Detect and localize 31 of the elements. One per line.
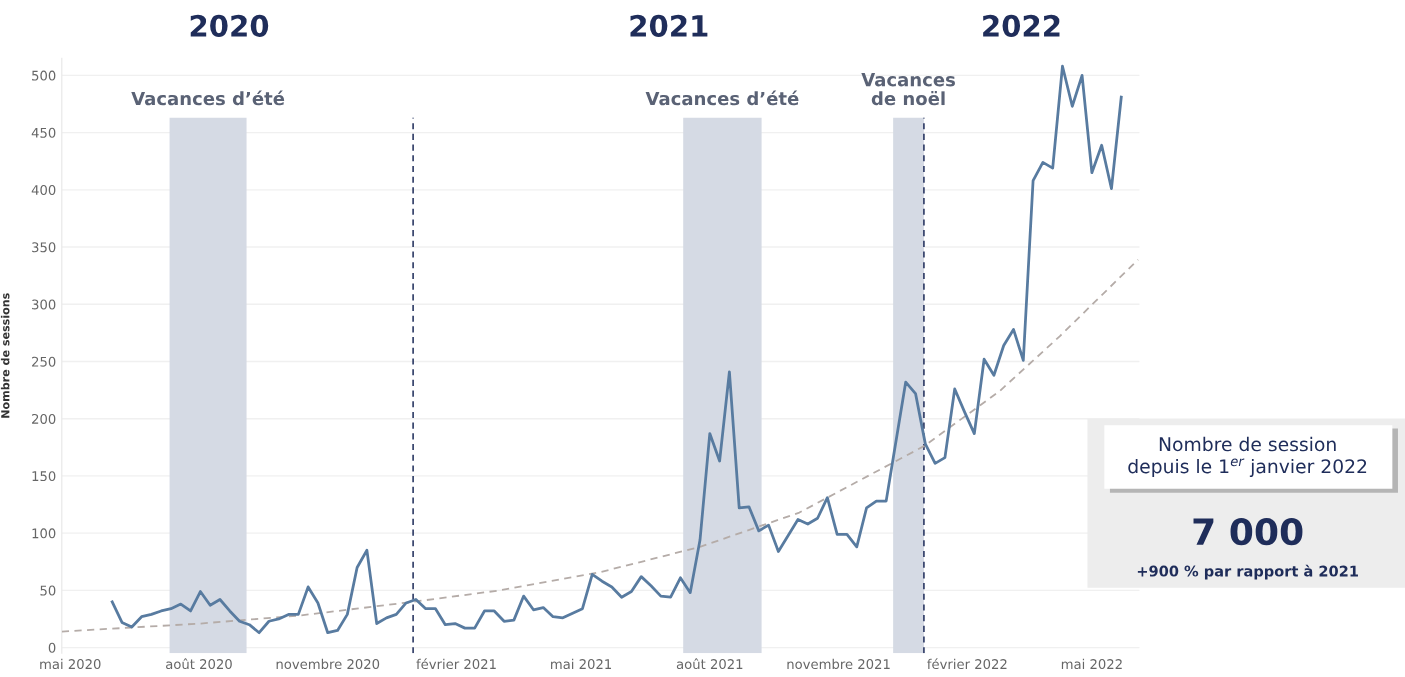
band-label: Vacances de noël (861, 73, 955, 106)
text: 7 000 (1193, 517, 1303, 546)
text: 2021 (630, 14, 708, 37)
y-tick-label: 300 (32, 299, 56, 310)
x-tick-label: août 2020 (166, 658, 232, 670)
x-tick-label: mai 2021 (551, 658, 612, 670)
y-tick-label: 400 (31, 185, 56, 196)
y-tick-label: 100 (32, 528, 56, 539)
x-tick-label: mai 2022 (1061, 658, 1122, 670)
y-tick-label: 150 (32, 471, 56, 482)
y-tick-label: 0 (48, 642, 56, 653)
x-tick-label: août 2021 (676, 658, 743, 670)
y-tick-label: 200 (32, 413, 56, 424)
text: 2020 (190, 14, 269, 37)
y-tick-label: 250 (32, 356, 56, 367)
band-label: Vacances d’été (645, 90, 799, 106)
x-tick-label: novembre 2020 (276, 658, 380, 670)
y-tick-label: 350 (32, 242, 56, 253)
x-tick-label: février 2022 (927, 658, 1007, 670)
line-series (110, 64, 1123, 635)
y-tick-label: 50 (40, 585, 56, 596)
x-tick-label: février 2021 (416, 658, 496, 670)
annotation: +900 % par rapport à 2021 (1137, 564, 1358, 580)
y-tick-label: 500 (32, 70, 56, 81)
x-tick-label: mai 2020 (40, 658, 101, 670)
y-tick-label: 450 (31, 127, 56, 138)
annotation: Nombre de session depuis le 1$^{er}$ janvier 2022 (1128, 436, 1367, 478)
y-axis-title: Nombre de sessions (0, 293, 10, 418)
x-tick-label: novembre 2021 (787, 658, 890, 670)
band-label: Vacances d’été (131, 90, 285, 106)
text: 2022 (983, 14, 1060, 37)
